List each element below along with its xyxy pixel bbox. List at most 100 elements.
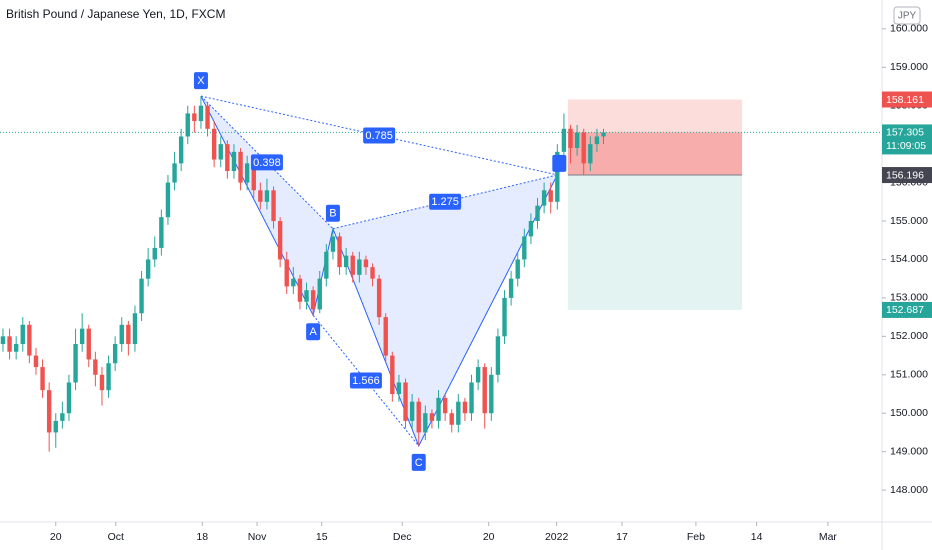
point-box — [193, 72, 208, 90]
ratio-label: 0.398 — [253, 157, 281, 169]
candle-body — [60, 413, 65, 421]
candle-body — [495, 336, 501, 375]
y-tick-label: 153.000 — [890, 292, 928, 304]
ratio-label: 1.275 — [431, 196, 459, 208]
candle-body — [251, 163, 256, 191]
y-tick-label: 160.000 — [890, 23, 928, 35]
candle-body — [442, 397, 448, 414]
target-label: 152.687 — [886, 304, 924, 316]
point-box — [411, 453, 426, 471]
x-tick-label: Nov — [248, 531, 267, 543]
candle-body — [40, 367, 45, 391]
candle-body — [429, 413, 435, 421]
candle-body — [489, 374, 494, 414]
y-tick-label: 149.000 — [890, 445, 928, 457]
x-tick-label: Feb — [687, 531, 705, 543]
currency-label[interactable]: JPY — [898, 11, 917, 22]
ratio-label: 0.785 — [365, 130, 393, 142]
point-box — [306, 323, 321, 341]
ratio-box — [429, 193, 462, 210]
candle-body — [172, 163, 177, 183]
candle-body — [337, 236, 342, 268]
candle-body — [159, 217, 164, 248]
target-zone — [567, 175, 743, 310]
candle-body — [231, 151, 237, 172]
candle-body — [46, 390, 52, 433]
candle-body — [423, 413, 428, 433]
candle-body — [99, 374, 105, 391]
candle-body — [390, 355, 395, 394]
candle-body — [324, 251, 329, 279]
candle-body — [350, 255, 355, 275]
candle-body — [528, 221, 534, 237]
candle-body — [515, 259, 520, 279]
candle-body — [304, 290, 309, 302]
candle-body — [535, 205, 540, 222]
candle-body — [53, 420, 58, 433]
candle-body — [403, 382, 408, 421]
x-tick-label: Dec — [393, 531, 412, 543]
candle-body — [416, 401, 421, 433]
candle-body — [218, 144, 223, 160]
point-box — [552, 154, 567, 172]
candle-body — [594, 136, 600, 145]
candle-body — [79, 328, 85, 345]
candle-body — [264, 190, 270, 202]
y-tick-label: 150.000 — [890, 407, 928, 419]
candle-body — [145, 259, 151, 279]
plot-area: 0.398 0.785 1.275 1.566 X A B C — [0, 72, 882, 471]
candle-body — [297, 278, 303, 302]
ratio-box — [349, 372, 382, 389]
candle-body — [238, 151, 243, 183]
candle-body — [376, 278, 382, 318]
candle-body — [165, 182, 171, 218]
x-tick-label: Mar — [819, 531, 838, 543]
x-tick-label: 15 — [316, 531, 328, 543]
x-tick-label: 18 — [196, 531, 208, 543]
candle-body — [258, 190, 263, 202]
candle-body — [284, 259, 289, 287]
candle-body — [198, 105, 204, 122]
candle-body — [139, 278, 144, 314]
candle-body — [291, 278, 296, 287]
candle-body — [357, 259, 362, 275]
point-label: A — [309, 326, 317, 338]
entry-label: 156.196 — [886, 169, 924, 181]
candle-body — [343, 255, 349, 268]
ratio-box — [363, 127, 396, 144]
candle-body — [66, 382, 72, 414]
entry-label-box — [882, 167, 932, 184]
x-tick-label: 2022 — [545, 531, 569, 543]
x-tick-label: 14 — [751, 531, 763, 543]
x-tick-label: 17 — [616, 531, 628, 543]
point-box — [325, 204, 340, 222]
candle-body — [581, 132, 586, 164]
candle-body — [601, 132, 606, 137]
point-label: X — [197, 75, 205, 87]
pattern-ratio-line — [332, 174, 558, 230]
candle-body — [561, 128, 567, 152]
candle-body — [508, 278, 514, 298]
candle-body — [192, 113, 197, 122]
candle-body — [152, 247, 157, 260]
x-tick-label: 20 — [50, 531, 62, 543]
candle-body — [178, 136, 184, 164]
candle-body — [119, 324, 124, 345]
x-tick-label: Oct — [108, 531, 124, 543]
pattern-fill — [332, 174, 558, 446]
candle-body — [568, 128, 573, 148]
candle-body — [27, 324, 32, 356]
target-label-box — [882, 301, 932, 318]
candle-body — [383, 317, 388, 356]
candle-body — [588, 144, 593, 164]
currency-button[interactable] — [893, 6, 921, 25]
ratio-label: 1.566 — [352, 375, 380, 387]
candle-body — [185, 113, 190, 137]
countdown-label: 11:09:05 — [886, 140, 926, 152]
stop-label: 158.161 — [886, 94, 924, 106]
ratio-box — [250, 154, 283, 171]
candle-body — [548, 190, 553, 202]
stop-label-box — [882, 91, 932, 108]
